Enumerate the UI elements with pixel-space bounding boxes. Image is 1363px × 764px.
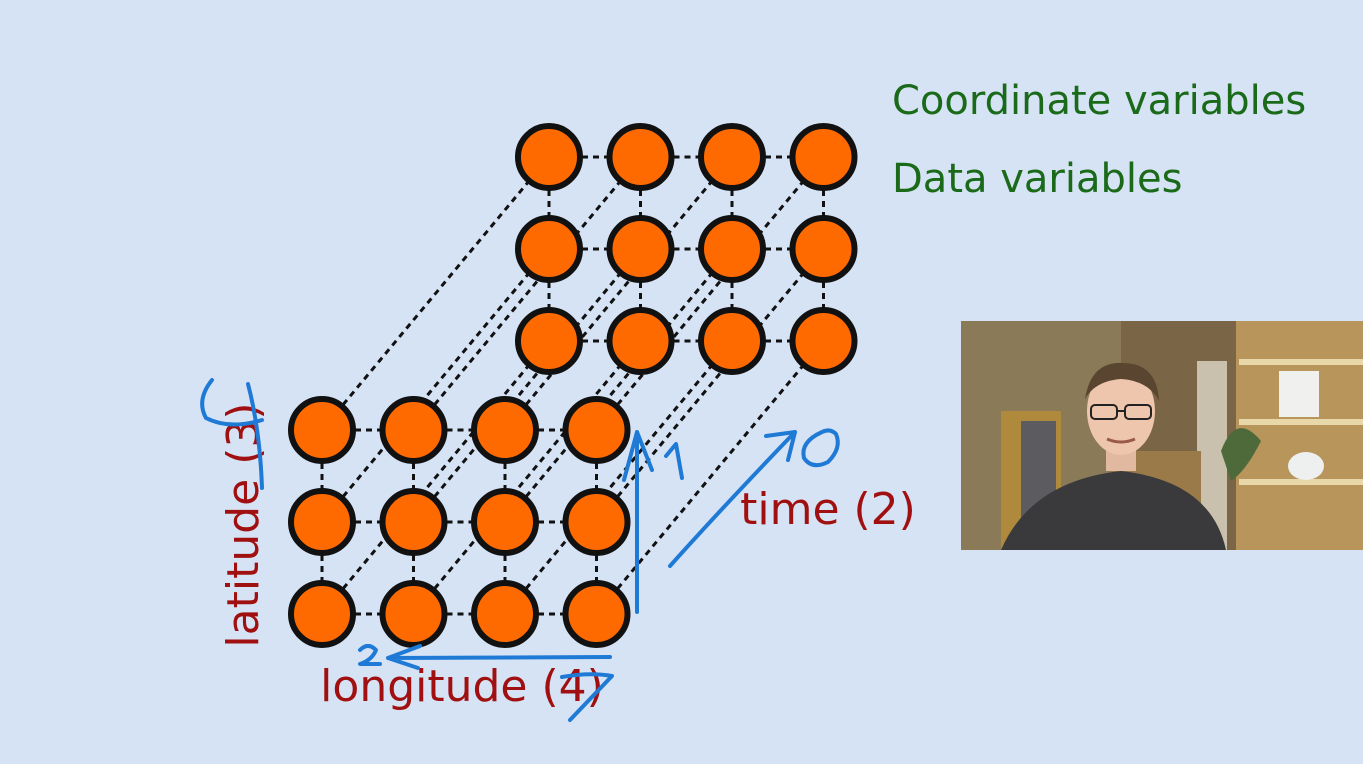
back-grid-node <box>606 307 675 375</box>
front-grid-nodes <box>288 396 631 648</box>
time-connector <box>503 248 734 523</box>
time-index-zero <box>801 428 840 468</box>
latitude-strike-mark <box>200 378 264 490</box>
longitude-strike-mark <box>560 672 614 722</box>
front-grid-node <box>562 396 631 464</box>
front-grid-node <box>471 580 539 648</box>
back-grid-connectors <box>547 155 825 343</box>
time-axis-connectors <box>320 156 825 615</box>
front-grid-node <box>379 580 448 648</box>
time-connector <box>320 340 551 615</box>
front-grid-node <box>379 488 448 556</box>
back-grid-node <box>606 123 675 191</box>
longitude-arrow <box>386 644 612 670</box>
latitude-index-one <box>664 442 684 480</box>
time-connector <box>595 248 825 523</box>
front-grid-connectors <box>320 428 598 616</box>
time-connector <box>320 156 551 431</box>
time-label: time (2) <box>740 484 916 535</box>
time-connector <box>412 340 642 615</box>
front-grid-node <box>288 396 356 464</box>
time-connector <box>320 248 551 523</box>
longitude-index-two <box>358 644 382 666</box>
time-connector <box>412 248 642 523</box>
time-connector <box>595 156 825 431</box>
back-grid-node <box>789 123 858 191</box>
front-grid-node <box>379 396 448 464</box>
back-grid-node <box>515 215 583 283</box>
front-grid-node <box>562 488 631 556</box>
back-grid-node <box>789 307 858 375</box>
front-grid-node <box>288 580 356 648</box>
front-grid-node <box>288 488 356 556</box>
time-connector <box>503 156 734 431</box>
back-grid-node <box>606 215 675 283</box>
front-grid-node <box>471 488 539 556</box>
latitude-label: latitude (3) <box>218 402 269 647</box>
time-connector <box>503 340 734 615</box>
front-grid-node <box>471 396 539 464</box>
presenter-video-icon <box>961 321 1363 550</box>
presenter-video <box>961 321 1363 550</box>
back-grid-node <box>515 307 583 375</box>
time-connector <box>412 156 642 431</box>
back-grid-node <box>789 215 858 283</box>
front-grid-node <box>562 580 631 648</box>
time-arrow <box>668 430 797 568</box>
back-grid-node <box>698 307 766 375</box>
legend-coordinate-variables: Coordinate variables <box>892 78 1307 124</box>
longitude-label: longitude (4) <box>320 661 604 712</box>
back-grid-node <box>515 123 583 191</box>
back-grid-node <box>698 123 766 191</box>
handwritten-annotations <box>200 378 840 722</box>
back-grid-nodes <box>515 123 858 375</box>
latitude-arrow <box>622 430 654 614</box>
back-grid-node <box>698 215 766 283</box>
legend-data-variables: Data variables <box>892 156 1183 202</box>
time-connector <box>595 340 825 615</box>
